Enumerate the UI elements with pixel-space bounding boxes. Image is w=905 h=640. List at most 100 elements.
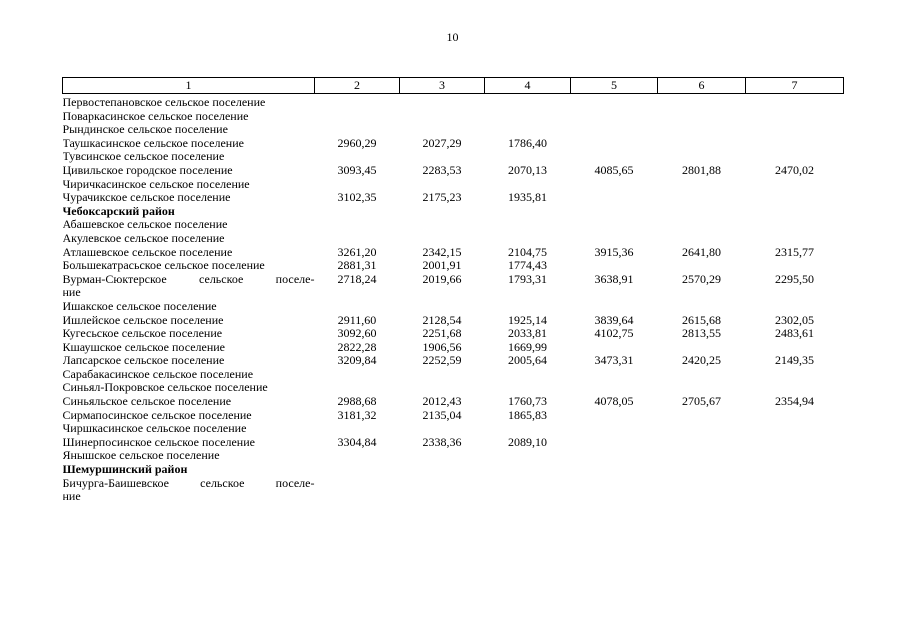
district-header-row: Шемуршинский район <box>63 463 844 477</box>
value-cell <box>571 381 658 395</box>
table-row: Янышское сельское поселение <box>63 449 844 463</box>
table-row: Синьяльское сельское поселение 2988,68 201… <box>63 395 844 409</box>
value-cell <box>746 477 844 504</box>
value-cell <box>658 218 746 232</box>
settlement-name: Чиршкасинское сельское поселение <box>62 422 247 436</box>
value-cell: 2881,31 <box>337 259 377 273</box>
value-cell <box>485 123 571 137</box>
settlement-name: Синьяльское сельское поселение <box>62 395 232 409</box>
value-cell <box>571 368 658 382</box>
value-cell: 2005,64 <box>508 354 547 368</box>
district-title: Чебоксарский район <box>62 204 175 218</box>
value-cell: 2338,36 <box>422 435 462 449</box>
value-cell <box>315 449 400 463</box>
value-cell: 3638,91 <box>594 272 634 286</box>
settlement-name: Кшаушское сельское поселение <box>62 340 226 354</box>
value-cell <box>315 368 400 382</box>
value-cell <box>658 94 746 110</box>
settlement-name: Таушкасинское сельское поселение <box>62 136 244 150</box>
value-cell: 1786,40 <box>508 136 547 150</box>
value-cell <box>571 422 658 436</box>
value-cell: 1906,56 <box>422 340 462 354</box>
value-cell <box>485 381 571 395</box>
value-cell: 4078,05 <box>594 395 634 409</box>
value-cell <box>658 300 746 314</box>
value-cell <box>400 381 485 395</box>
value-cell: 1774,43 <box>508 259 547 273</box>
value-cell <box>658 178 746 192</box>
table-row: Ишлейское сельское поселение 2911,60 2128,… <box>63 314 844 328</box>
value-cell <box>658 477 746 504</box>
settlement-name: Атлашевское сельское поселение <box>62 245 233 259</box>
value-cell <box>571 191 658 205</box>
column-header-7: 7 <box>745 77 844 94</box>
settlement-name: Рындинское сельское поселение <box>62 123 228 137</box>
value-cell: 2283,53 <box>422 163 462 177</box>
table-row: Бичурга-Баишевское сельское поселе-ние <box>63 477 844 504</box>
value-cell <box>746 449 844 463</box>
value-cell <box>315 422 400 436</box>
settlement-name-line: Вурман-Сюктерское сельское поселе- <box>62 272 315 286</box>
value-cell: 2960,29 <box>337 136 377 150</box>
value-cell: 2251,68 <box>422 327 462 341</box>
value-cell <box>746 259 844 273</box>
value-cell <box>658 436 746 450</box>
table-row: Синьял-Покровское сельское поселение <box>63 381 844 395</box>
settlement-name: Чурачикское сельское поселение <box>62 191 231 205</box>
value-cell <box>571 110 658 124</box>
document-page: 10 1 2 3 4 5 6 7 Первостепановское сельс… <box>62 30 844 504</box>
value-cell: 1793,31 <box>508 272 547 286</box>
value-cell <box>658 381 746 395</box>
settlement-name: Абашевское сельское поселение <box>62 218 228 232</box>
settlement-name: Ишакское сельское поселение <box>62 299 217 313</box>
table-row: Ишакское сельское поселение <box>63 300 844 314</box>
value-cell <box>315 477 400 504</box>
table-row: Шинерпосинское сельское поселение 3304,84… <box>63 436 844 450</box>
value-cell <box>746 94 844 110</box>
value-cell <box>658 110 746 124</box>
value-cell <box>746 123 844 137</box>
value-cell <box>746 341 844 355</box>
table-row: Поваркасинское сельское поселение <box>63 110 844 124</box>
settlement-name: Янышское сельское поселение <box>62 449 220 463</box>
value-cell <box>658 368 746 382</box>
value-cell: 2615,68 <box>682 313 721 327</box>
value-cell <box>571 232 658 246</box>
value-cell <box>400 449 485 463</box>
value-cell <box>485 422 571 436</box>
value-cell <box>485 178 571 192</box>
settlement-name: Вурман-Сюктерское сельское поселе-ние <box>63 273 315 300</box>
value-cell <box>746 218 844 232</box>
value-cell: 2718,24 <box>337 272 377 286</box>
value-cell: 2302,05 <box>775 313 814 327</box>
settlements-table: 1 2 3 4 5 6 7 Первостепановское сельское… <box>62 77 844 504</box>
settlement-name: Цивильское городское поселение <box>62 163 233 177</box>
value-cell: 2175,23 <box>422 191 462 205</box>
value-cell <box>315 94 400 110</box>
value-cell: 3304,84 <box>337 435 377 449</box>
settlement-name-line: Бичурга-Баишевское сельское поселе- <box>62 476 315 490</box>
table-row: Лапсарское сельское поселение 3209,84 2252… <box>63 354 844 368</box>
value-cell: 2705,67 <box>682 395 721 409</box>
settlement-name: Бичурга-Баишевское сельское поселе-ние <box>63 477 315 504</box>
value-cell: 2483,61 <box>775 327 814 341</box>
table-row: Акулевское сельское поселение <box>63 232 844 246</box>
value-cell <box>485 477 571 504</box>
value-cell <box>400 477 485 504</box>
value-cell: 1935,81 <box>508 191 547 205</box>
table-row: Таушкасинское сельское поселение 2960,29 2… <box>63 137 844 151</box>
value-cell <box>400 368 485 382</box>
value-cell <box>746 110 844 124</box>
value-cell: 2070,13 <box>508 163 547 177</box>
value-cell: 3209,84 <box>337 354 377 368</box>
value-cell <box>571 178 658 192</box>
value-cell <box>746 137 844 151</box>
value-cell <box>400 300 485 314</box>
value-cell: 2033,81 <box>508 327 547 341</box>
value-cell <box>658 137 746 151</box>
value-cell <box>571 436 658 450</box>
value-cell: 2801,88 <box>682 163 721 177</box>
value-cell <box>485 150 571 164</box>
value-cell <box>658 341 746 355</box>
table-row: Чурачикское сельское поселение 3102,35 217… <box>63 191 844 205</box>
